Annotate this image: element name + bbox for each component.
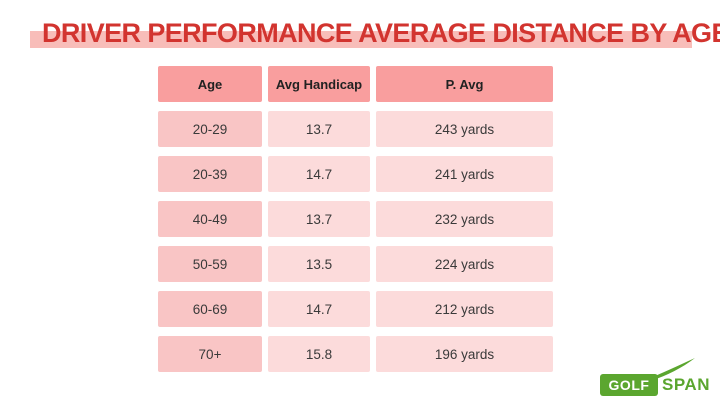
p-avg-cell: 196 yards	[376, 336, 553, 372]
page-title: DRIVER PERFORMANCE AVERAGE DISTANCE BY A…	[42, 18, 720, 48]
age-cell: 20-39	[158, 156, 262, 192]
p-avg-cell: 241 yards	[376, 156, 553, 192]
logo-golf-badge: GOLF	[600, 374, 658, 396]
title-block: DRIVER PERFORMANCE AVERAGE DISTANCE BY A…	[0, 18, 720, 54]
column-header-handicap: Avg Handicap	[268, 66, 370, 102]
column-header-p-avg: P. Avg	[376, 66, 553, 102]
data-table: Age Avg Handicap P. Avg 20-29 13.7 243 y…	[158, 66, 553, 372]
age-cell: 60-69	[158, 291, 262, 327]
age-cell: 50-59	[158, 246, 262, 282]
p-avg-cell: 212 yards	[376, 291, 553, 327]
logo-span-text: SPAN	[662, 375, 710, 394]
handicap-cell: 13.7	[268, 201, 370, 237]
brand-logo: GOLF SPAN	[600, 356, 716, 398]
handicap-cell: 14.7	[268, 156, 370, 192]
handicap-cell: 15.8	[268, 336, 370, 372]
column-header-age: Age	[158, 66, 262, 102]
age-cell: 70+	[158, 336, 262, 372]
p-avg-cell: 232 yards	[376, 201, 553, 237]
handicap-cell: 13.7	[268, 111, 370, 147]
p-avg-cell: 224 yards	[376, 246, 553, 282]
handicap-cell: 13.5	[268, 246, 370, 282]
golf-swoosh-icon	[647, 358, 695, 380]
age-cell: 40-49	[158, 201, 262, 237]
p-avg-cell: 243 yards	[376, 111, 553, 147]
handicap-cell: 14.7	[268, 291, 370, 327]
title-highlight-bar	[30, 31, 692, 48]
age-cell: 20-29	[158, 111, 262, 147]
